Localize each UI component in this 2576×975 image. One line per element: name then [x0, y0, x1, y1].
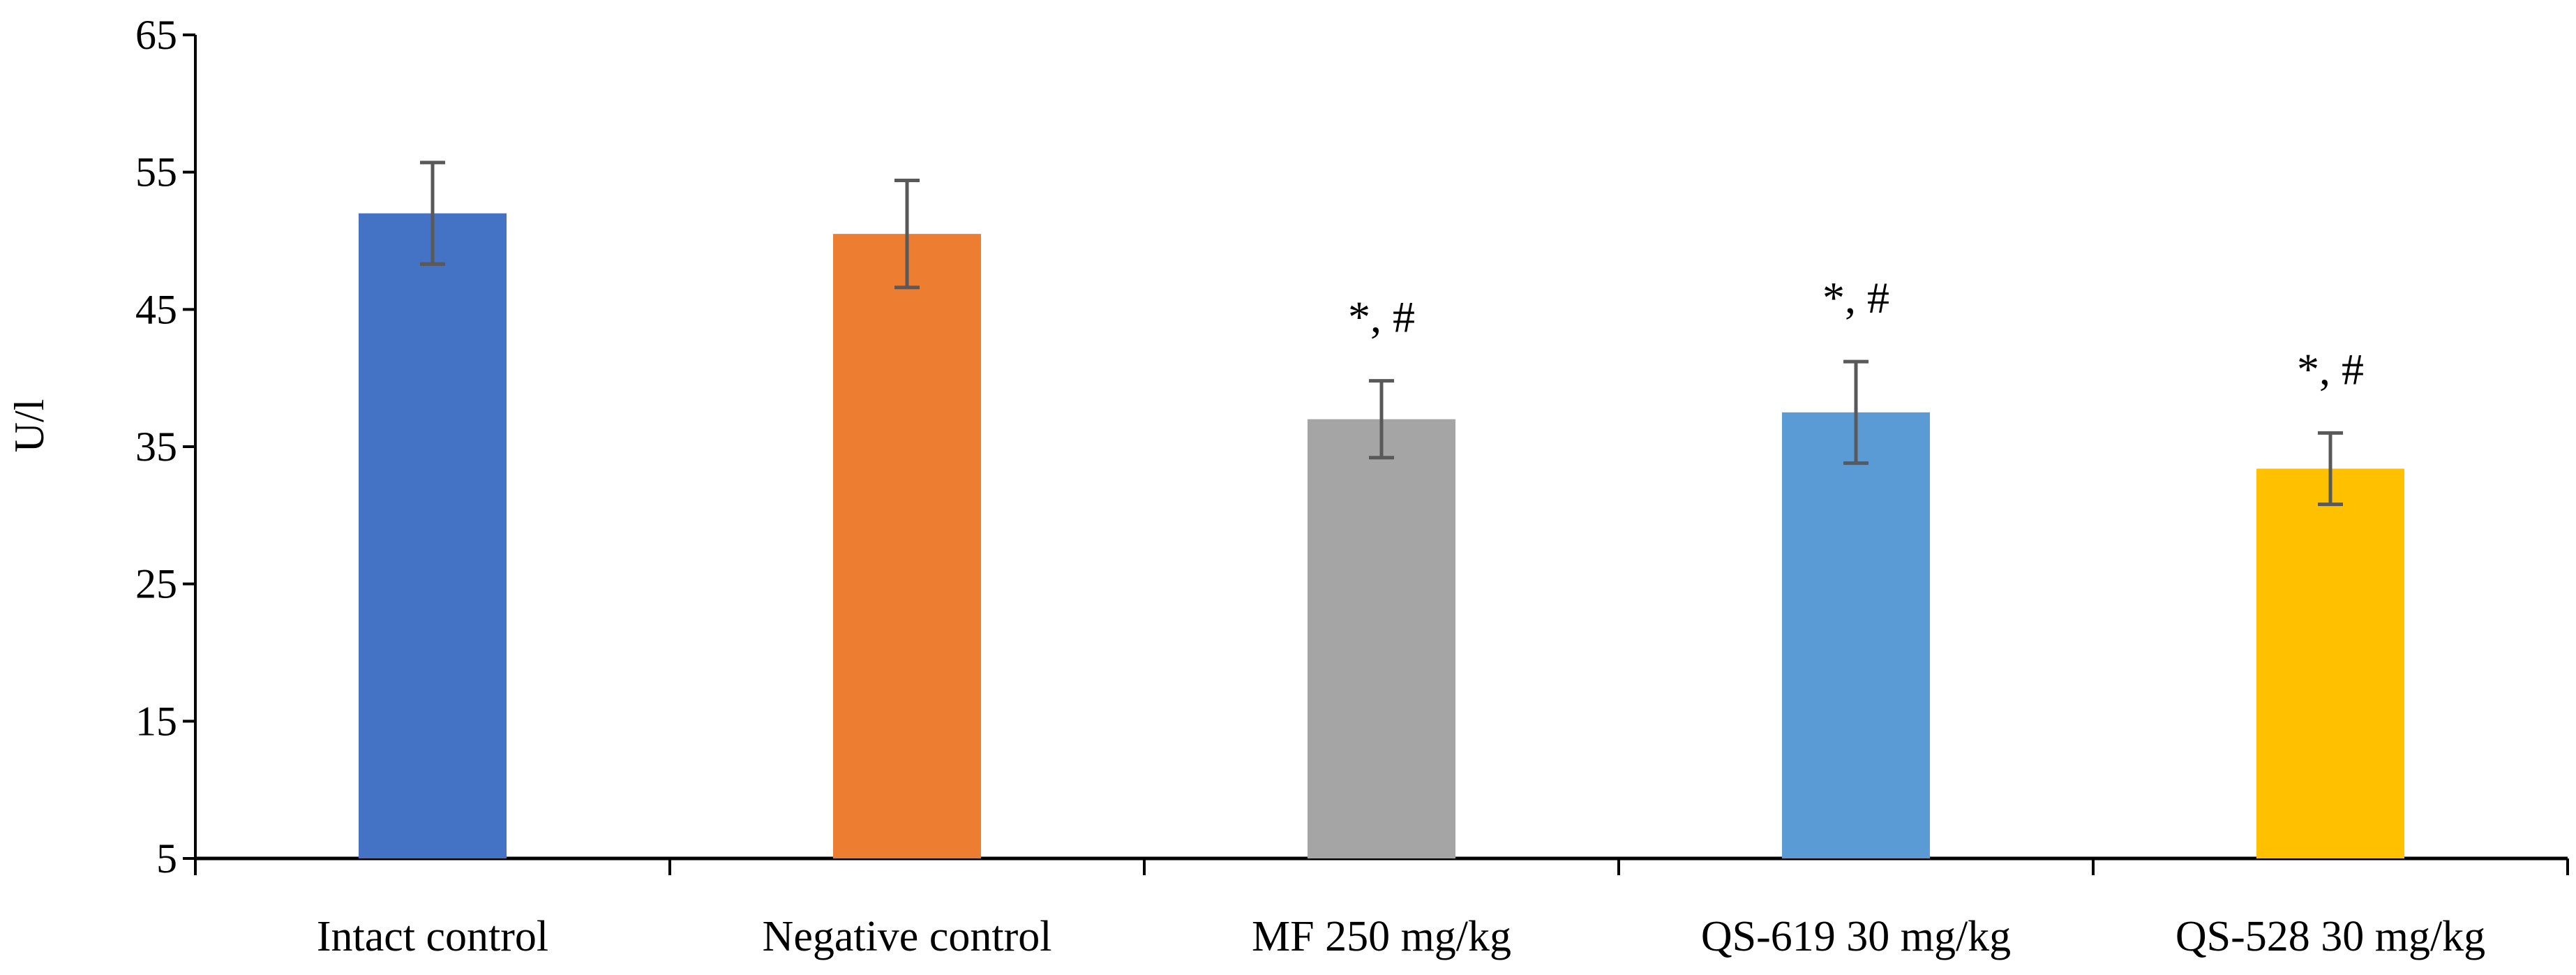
category-label: Intact control — [317, 913, 548, 960]
y-tick-label: 65 — [135, 12, 177, 58]
category-label: MF 250 mg/kg — [1252, 913, 1511, 960]
bar — [359, 213, 507, 859]
y-tick-label: 35 — [135, 424, 177, 470]
y-tick-label: 15 — [135, 698, 177, 744]
y-tick-label: 45 — [135, 286, 177, 332]
bar — [1308, 419, 1455, 858]
bar — [1782, 412, 1930, 858]
category-label: Negative control — [763, 913, 1052, 960]
bar — [833, 234, 981, 859]
y-tick-label: 55 — [135, 149, 177, 195]
significance-annotation: *, # — [2297, 344, 2364, 394]
category-label: QS-528 30 mg/kg — [2176, 913, 2485, 960]
significance-annotation: *, # — [1822, 273, 1889, 322]
y-tick-label: 25 — [135, 561, 177, 607]
y-axis-title: U/l — [6, 399, 52, 453]
y-tick-label: 5 — [156, 835, 177, 881]
category-label: QS-619 30 mg/kg — [1701, 913, 2011, 960]
bar — [2256, 468, 2404, 858]
plot-area: 5 15 25 35 45 55 65 Intact control Negative cont… — [135, 12, 2569, 960]
significance-annotation: *, # — [1348, 292, 1415, 342]
